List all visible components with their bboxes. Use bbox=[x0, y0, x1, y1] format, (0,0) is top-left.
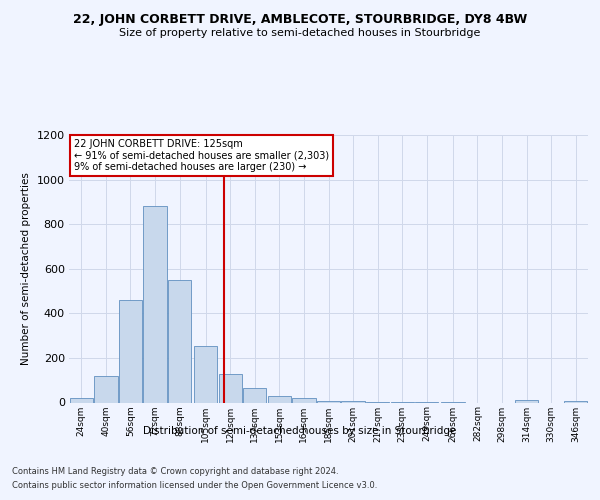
Bar bbox=[243, 388, 266, 402]
Bar bbox=[94, 376, 118, 402]
Text: Contains HM Land Registry data © Crown copyright and database right 2024.: Contains HM Land Registry data © Crown c… bbox=[12, 468, 338, 476]
Bar bbox=[564, 400, 587, 402]
Text: 22, JOHN CORBETT DRIVE, AMBLECOTE, STOURBRIDGE, DY8 4BW: 22, JOHN CORBETT DRIVE, AMBLECOTE, STOUR… bbox=[73, 12, 527, 26]
Bar bbox=[218, 374, 242, 402]
Text: Contains public sector information licensed under the Open Government Licence v3: Contains public sector information licen… bbox=[12, 481, 377, 490]
Bar bbox=[317, 400, 340, 402]
Bar bbox=[268, 396, 291, 402]
Bar bbox=[515, 400, 538, 402]
Text: Distribution of semi-detached houses by size in Stourbridge: Distribution of semi-detached houses by … bbox=[143, 426, 457, 436]
Bar bbox=[119, 300, 142, 402]
Text: Size of property relative to semi-detached houses in Stourbridge: Size of property relative to semi-detach… bbox=[119, 28, 481, 38]
Y-axis label: Number of semi-detached properties: Number of semi-detached properties bbox=[21, 172, 31, 365]
Text: 22 JOHN CORBETT DRIVE: 125sqm
← 91% of semi-detached houses are smaller (2,303)
: 22 JOHN CORBETT DRIVE: 125sqm ← 91% of s… bbox=[74, 139, 329, 172]
Bar bbox=[168, 280, 191, 402]
Bar bbox=[70, 398, 93, 402]
Bar bbox=[292, 398, 316, 402]
Bar bbox=[194, 346, 217, 403]
Bar bbox=[143, 206, 167, 402]
